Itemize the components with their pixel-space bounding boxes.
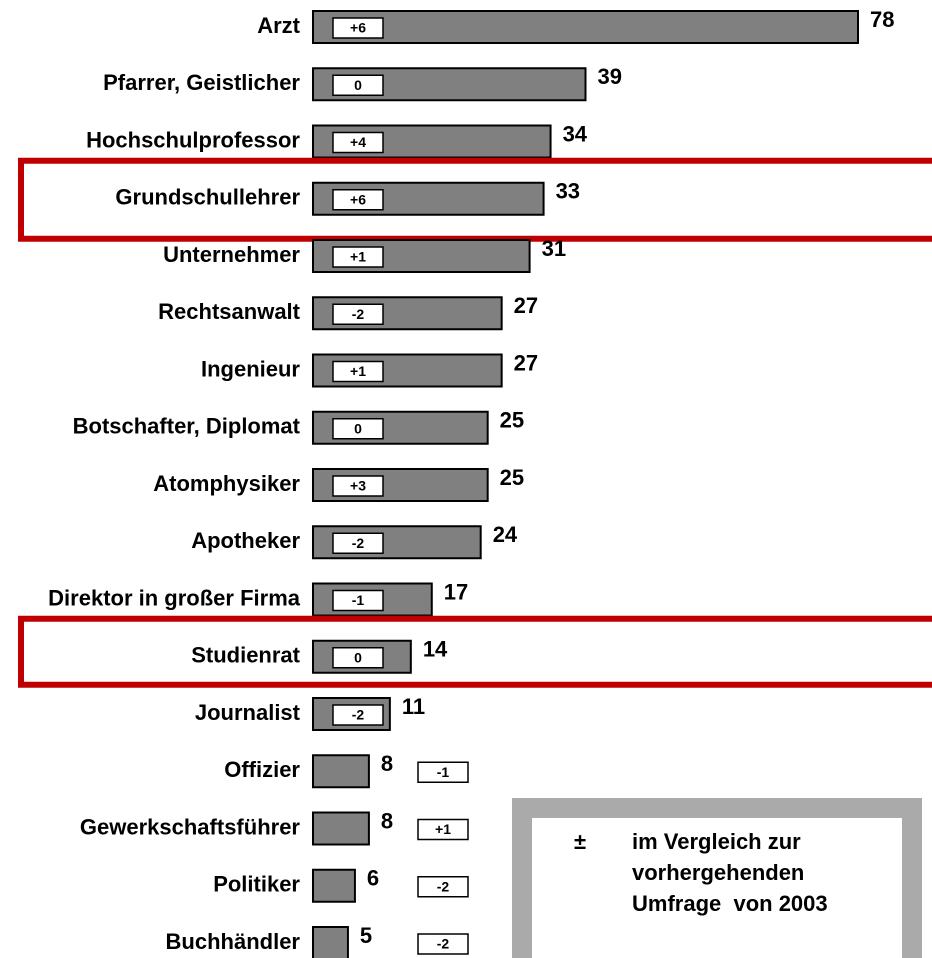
value-label: 78	[870, 7, 894, 32]
bar	[312, 754, 370, 789]
value-label: 11	[402, 694, 425, 719]
category-label: Ingenieur	[201, 356, 300, 381]
legend-text: Umfrage von 2003	[632, 891, 828, 916]
category-label: Hochschulprofessor	[86, 127, 300, 152]
value-label: 34	[563, 121, 588, 146]
change-box	[332, 647, 384, 669]
value-label: 17	[444, 579, 468, 604]
change-box	[332, 74, 384, 96]
category-label: Direktor in großer Firma	[48, 585, 301, 610]
category-label: Apotheker	[191, 528, 300, 553]
change-label: 0	[354, 649, 362, 665]
value-label: 25	[500, 465, 524, 490]
change-label: -2	[352, 306, 365, 322]
change-label: +3	[350, 478, 366, 494]
bar	[312, 926, 349, 958]
change-label: -1	[437, 764, 450, 780]
value-label: 5	[360, 923, 372, 948]
category-label: Gewerkschaftsführer	[80, 814, 301, 839]
change-label: 0	[354, 77, 362, 93]
category-label: Journalist	[195, 700, 301, 725]
value-label: 8	[381, 751, 393, 776]
legend-symbol: ±	[574, 829, 586, 854]
change-label: +1	[435, 821, 451, 837]
change-box	[417, 933, 469, 955]
category-label: Studienrat	[191, 643, 300, 668]
legend-box	[512, 798, 922, 958]
category-label: Offizier	[224, 757, 300, 782]
highlight-box	[18, 157, 932, 242]
value-label: 14	[423, 637, 448, 662]
change-box	[332, 17, 384, 39]
category-label: Unternehmer	[163, 242, 300, 267]
legend-text: im Vergleich zur	[632, 829, 801, 854]
change-label: -2	[437, 936, 450, 952]
change-label: +1	[350, 249, 366, 265]
change-box	[332, 360, 384, 383]
change-box	[332, 475, 384, 497]
change-box	[332, 532, 384, 554]
change-label: -2	[437, 878, 450, 894]
change-box	[332, 303, 384, 325]
value-label: 31	[542, 236, 566, 261]
change-box	[332, 131, 384, 154]
change-box	[332, 418, 384, 440]
change-box	[332, 704, 384, 726]
bar	[312, 811, 370, 846]
legend-text: vorhergehenden	[632, 860, 804, 885]
category-label: Rechtsanwalt	[158, 299, 300, 324]
value-label: 8	[381, 808, 393, 833]
change-label: +6	[350, 191, 366, 207]
change-box	[417, 876, 469, 898]
category-label: Grundschullehrer	[115, 185, 300, 210]
change-box	[417, 818, 469, 841]
change-label: 0	[354, 420, 362, 436]
change-label: -2	[352, 707, 365, 723]
change-label: +6	[350, 20, 366, 36]
change-box	[332, 189, 384, 211]
highlight-box	[18, 615, 932, 688]
category-label: Buchhändler	[166, 929, 301, 954]
change-label: -2	[352, 535, 365, 551]
value-label: 27	[514, 350, 538, 375]
bar	[312, 868, 356, 903]
category-label: Pfarrer, Geistlicher	[103, 70, 300, 95]
category-label: Arzt	[257, 13, 300, 38]
change-label: +1	[350, 363, 366, 379]
value-label: 6	[367, 866, 379, 891]
change-label: +4	[350, 134, 366, 150]
value-label: 25	[500, 408, 524, 433]
value-label: 24	[493, 522, 518, 547]
change-label: -1	[352, 592, 365, 608]
bar	[312, 10, 859, 44]
category-label: Botschafter, Diplomat	[73, 414, 301, 439]
category-label: Atomphysiker	[153, 471, 300, 496]
value-label: 39	[598, 64, 622, 89]
change-box	[417, 761, 469, 783]
value-label: 27	[514, 293, 538, 318]
change-box	[332, 246, 384, 268]
change-box	[332, 589, 384, 612]
category-label: Politiker	[213, 872, 300, 897]
value-label: 33	[556, 179, 580, 204]
